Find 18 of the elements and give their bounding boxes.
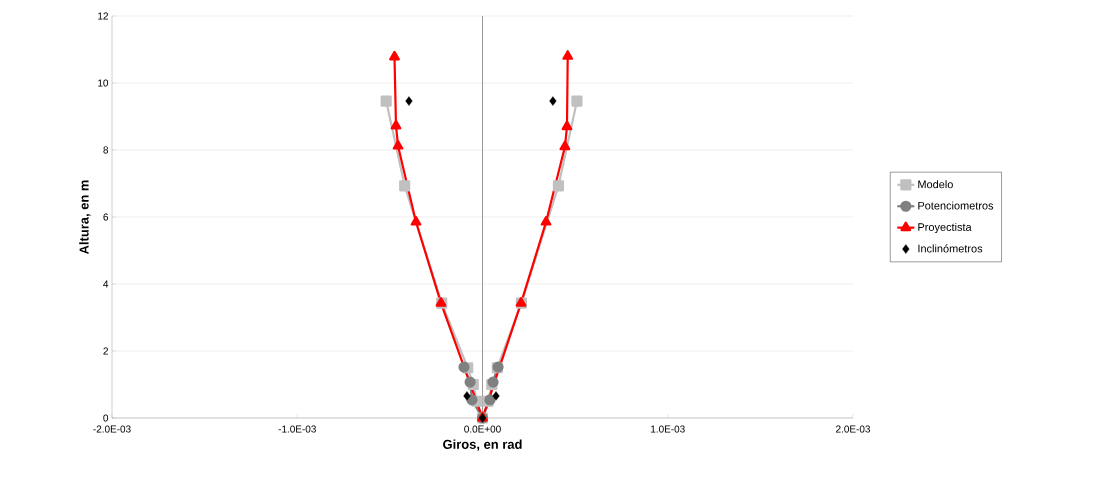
y-tick-label: 6 — [103, 213, 109, 221]
legend-label: Modelo — [918, 180, 953, 189]
y-tick-label: 2 — [103, 347, 108, 355]
y-tick-label: 8 — [103, 146, 109, 154]
legend-label: Proyectista — [918, 222, 972, 234]
x-axis-title: Giros, en rad — [443, 439, 522, 451]
x-tick-label: -1.0E-03 — [278, 425, 316, 433]
x-tick-label: 2.0E-03 — [836, 425, 871, 433]
y-tick-label: 10 — [98, 79, 109, 87]
y-tick-label: 12 — [98, 12, 108, 20]
legend-label: Inclinómetros — [918, 244, 983, 253]
x-tick-label: -2.0E-03 — [93, 425, 131, 433]
y-axis-title: Altura, en m — [79, 180, 91, 255]
x-tick-label: 1.0E-03 — [651, 425, 685, 433]
legend-label: Potenciometros — [918, 201, 994, 210]
y-tick-label: 0 — [103, 414, 109, 422]
x-tick-label: 0.0E+00 — [464, 425, 501, 433]
y-tick-label: 4 — [103, 280, 109, 288]
